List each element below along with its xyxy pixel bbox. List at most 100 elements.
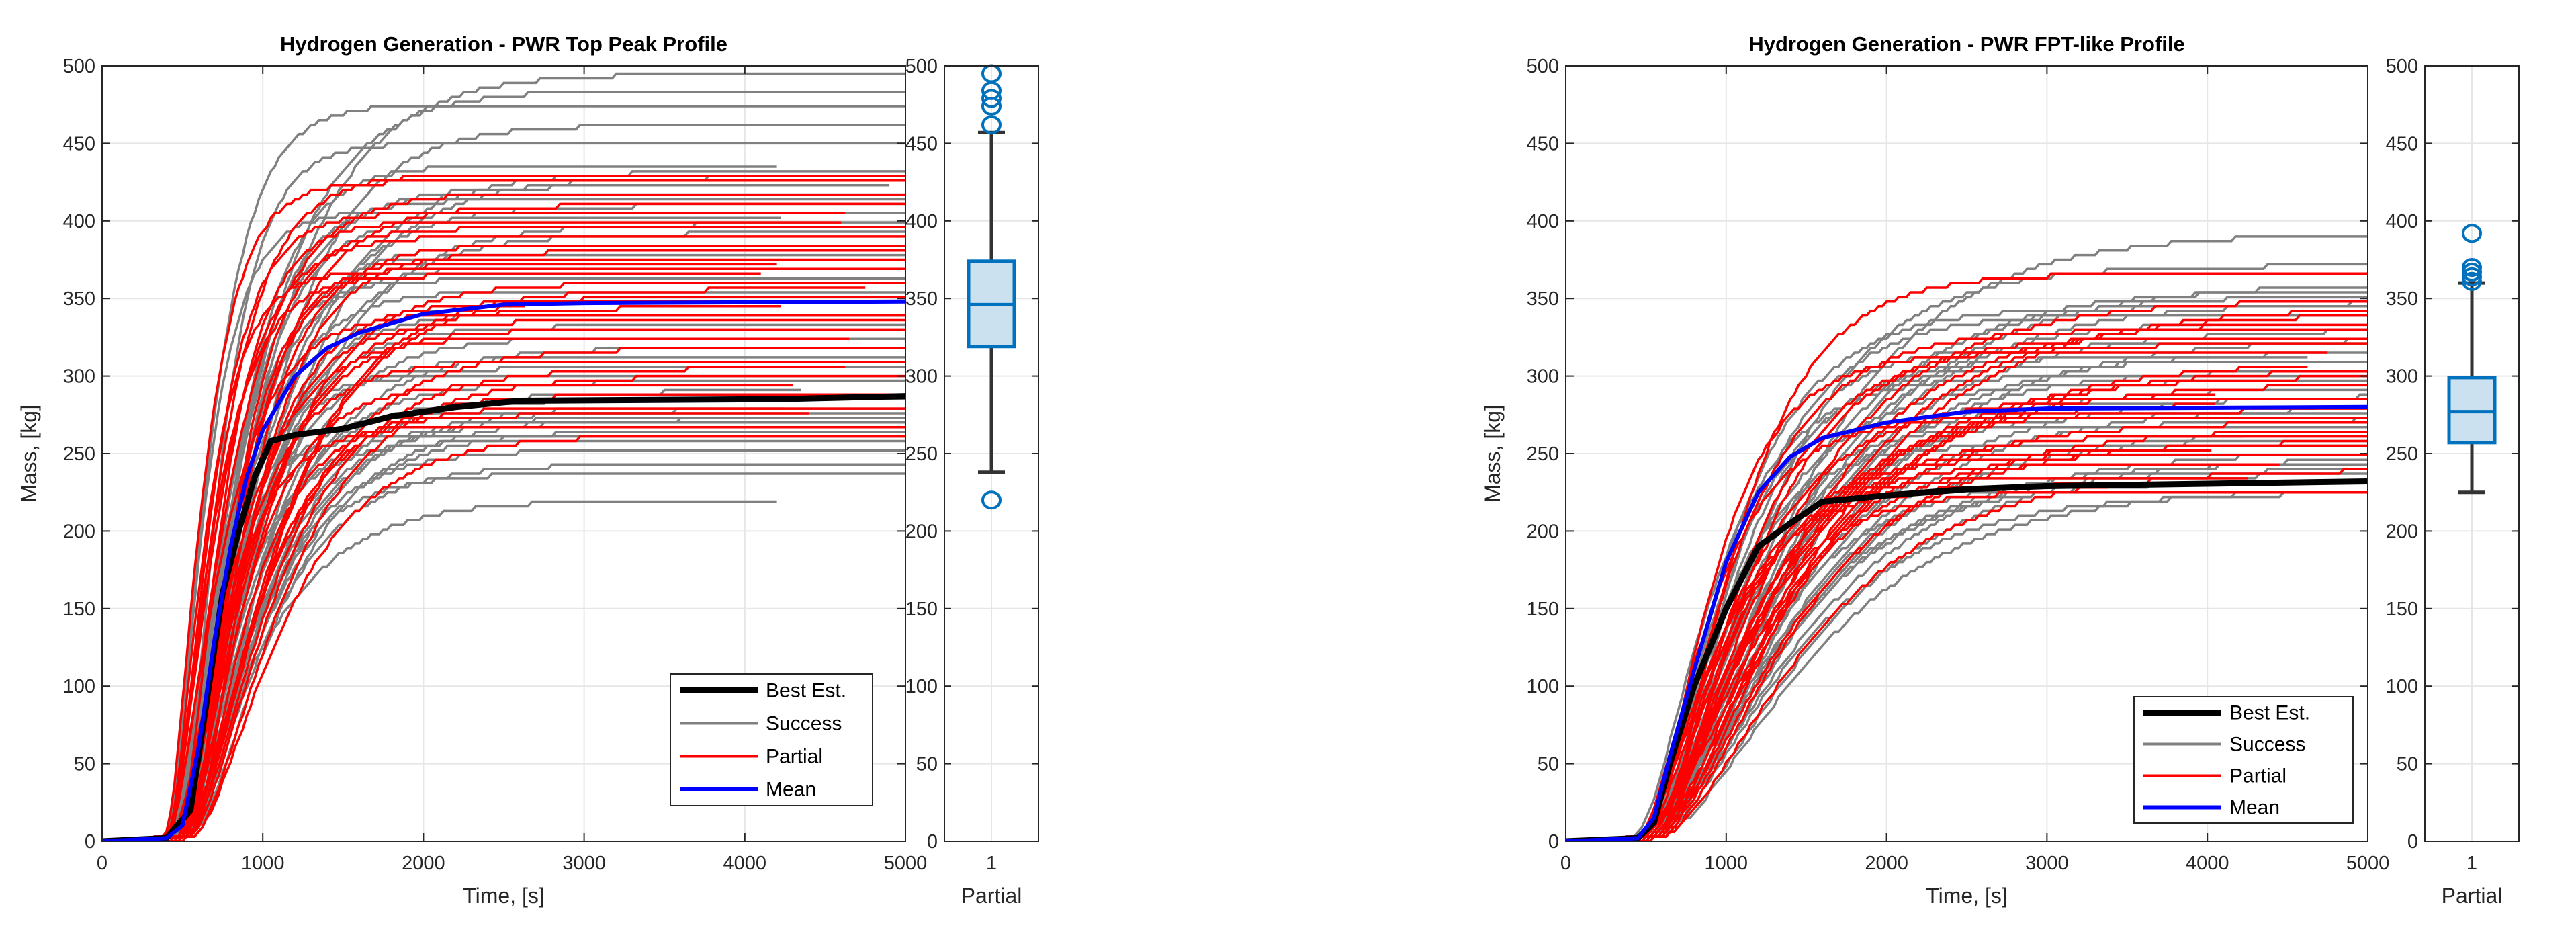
partial-curve [102, 244, 905, 841]
partial-curve [1566, 468, 2368, 841]
partial-curve [1566, 272, 2368, 841]
x-axis-label: Partial [961, 884, 1022, 908]
legend-label: Best Est. [766, 680, 846, 702]
partial-curve [102, 193, 905, 841]
y-tick-label: 350 [1527, 288, 1559, 310]
boxplot-outlier [2462, 224, 2482, 243]
boxplot-outlier [981, 115, 1002, 134]
y-tick-label: 150 [2386, 599, 2418, 620]
x-tick-label: 2000 [402, 853, 445, 874]
partial-curve [102, 314, 905, 841]
y-tick-label: 300 [1527, 366, 1559, 388]
y-tick-label: 500 [2386, 56, 2418, 77]
y-tick-label: 100 [2386, 676, 2418, 697]
partial-curve [1566, 309, 2368, 841]
y-tick-label: 300 [905, 366, 938, 388]
y-tick-label: 350 [905, 288, 938, 310]
partial-curve [102, 212, 846, 841]
legend-label: Success [2229, 734, 2305, 756]
legend-box [670, 673, 873, 806]
y-tick-label: 500 [905, 56, 938, 77]
best-estimate-line [1566, 478, 2368, 841]
partial-curve [1566, 430, 2368, 841]
x-tick-label: 1000 [241, 853, 285, 874]
y-tick-label: 50 [2397, 754, 2418, 775]
y-tick-label: 0 [927, 831, 938, 853]
y-tick-label: 100 [1527, 676, 1559, 697]
legend-label: Mean [766, 779, 816, 801]
y-tick-label: 400 [63, 211, 95, 232]
partial-curve [102, 249, 905, 841]
x-tick-label: 4000 [2186, 853, 2229, 874]
legend-label: Success [766, 713, 842, 735]
y-tick-label: 250 [63, 443, 95, 465]
y-tick-label: 350 [2386, 288, 2418, 310]
y-tick-label: 400 [2386, 211, 2418, 232]
y-tick-label: 450 [2386, 133, 2418, 155]
boxplot-outlier [981, 89, 1002, 108]
partial-curve [1566, 374, 2368, 841]
y-tick-label: 500 [63, 56, 95, 77]
y-tick-label: 100 [63, 676, 95, 697]
y-tick-label: 50 [916, 754, 938, 775]
partial-curve [1566, 439, 2368, 841]
y-tick-label: 200 [2386, 521, 2418, 542]
partial-curve [1566, 366, 2308, 841]
y-tick-label: 150 [905, 599, 938, 620]
y-tick-label: 450 [63, 133, 95, 155]
y-tick-label: 250 [905, 443, 938, 465]
partial-curve [102, 282, 905, 841]
boxplot-panel: 0 50 100 150 200 250 300 350 400 450 500 1 Partial [905, 56, 1039, 908]
y-tick-label: 200 [63, 521, 95, 542]
partial-curve [102, 175, 905, 841]
x-tick-label: 0 [97, 853, 107, 874]
success-curve [102, 105, 905, 841]
y-tick-label: 150 [1527, 599, 1559, 620]
success-curve [102, 91, 905, 841]
legend-label: Partial [2229, 765, 2286, 787]
success-curve [1566, 490, 2368, 841]
partial-curve [1566, 337, 2368, 841]
partial-curve [102, 347, 905, 841]
y-tick-label: 100 [905, 676, 938, 697]
best-estimate-line [102, 393, 905, 841]
partial-curve [102, 235, 905, 841]
boxplot-panel: 0 50 100 150 200 250 300 350 400 450 500 1 Partial [2386, 56, 2520, 908]
legend: Best Est. Success Partial Mean [670, 673, 873, 806]
legend-box [2133, 696, 2354, 824]
y-axis-label: Mass, [kg] [1480, 404, 1505, 503]
x-axis-label: Time, [s] [1926, 884, 2007, 908]
mean-line [1566, 404, 2368, 841]
partial-curve [102, 361, 905, 841]
legend-label: Best Est. [2229, 702, 2310, 724]
partial-curve [1566, 323, 2368, 841]
legend: Best Est. Success Partial Mean [2133, 696, 2354, 824]
partial-curve [102, 221, 842, 841]
y-tick-label: 200 [905, 521, 938, 542]
y-tick-label: 150 [63, 599, 95, 620]
y-tick-label: 0 [85, 831, 95, 853]
x-tick-label: 1000 [1705, 853, 1748, 874]
y-tick-label: 300 [2386, 366, 2418, 388]
x-tick-label: 2000 [1865, 853, 1908, 874]
x-tick-label: 5000 [2346, 853, 2390, 874]
y-axis-label: Mass, [kg] [17, 404, 41, 503]
partial-curve [1566, 342, 2368, 841]
x-tick-label: 5000 [884, 853, 928, 874]
x-tick-label: 3000 [562, 853, 606, 874]
x-axis-label: Time, [s] [463, 884, 544, 908]
partial-curve [102, 179, 905, 841]
y-tick-label: 50 [1538, 754, 1559, 775]
partial-curve [1566, 370, 2368, 841]
boxplot-outlier [2462, 258, 2482, 277]
mean-line [102, 299, 905, 841]
y-tick-label: 250 [2386, 443, 2418, 465]
chart-title: Hydrogen Generation - PWR FPT-like Profi… [1748, 32, 2184, 56]
y-tick-label: 400 [905, 211, 938, 232]
y-tick-label: 400 [1527, 211, 1559, 232]
partial-curve [102, 366, 846, 841]
x-tick-label: 1 [2467, 853, 2477, 874]
partial-curve [102, 435, 905, 841]
x-tick-label: 1 [986, 853, 997, 874]
legend-label: Partial [766, 746, 823, 768]
